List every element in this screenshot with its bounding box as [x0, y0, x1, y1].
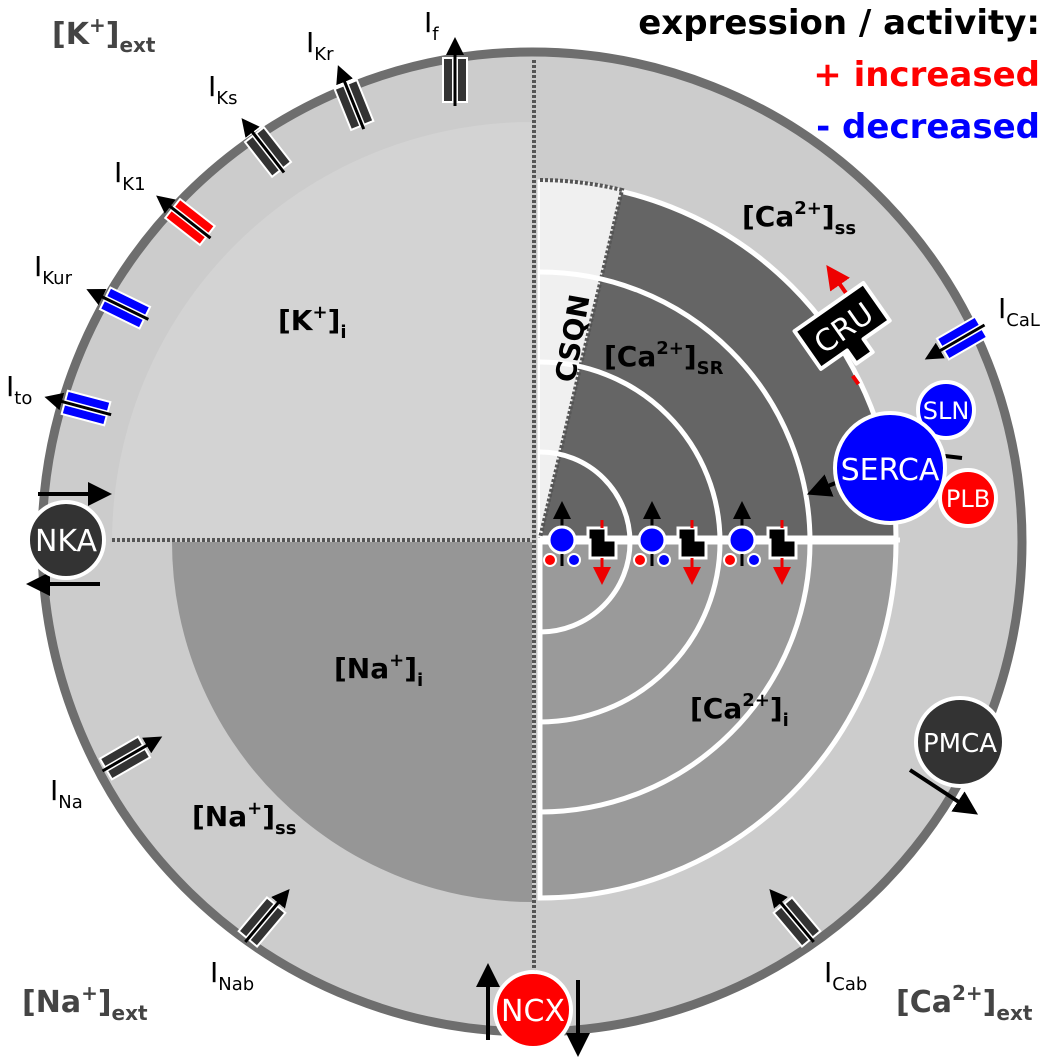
- plb-circle[interactable]: [938, 468, 998, 528]
- nka-pump[interactable]: NKA: [26, 482, 112, 596]
- na-i-label: [Na+]i: [334, 650, 423, 691]
- channel-ikur[interactable]: [86, 282, 153, 330]
- channel-ina[interactable]: [96, 731, 163, 782]
- label-icab: ICab: [824, 956, 867, 995]
- legend-increased: + increased: [813, 55, 1040, 95]
- channel-ik1[interactable]: [156, 192, 218, 248]
- label-if: If: [424, 6, 439, 45]
- label-inab: INab: [210, 956, 254, 995]
- channel-ikr[interactable]: [330, 65, 375, 134]
- label-iks: IKs: [208, 70, 237, 109]
- k-i-compartment: [112, 122, 532, 542]
- mini-transporter-2: [633, 501, 708, 585]
- ncx-label: NCX: [501, 994, 565, 1029]
- k-ext-label: [K+]ext: [52, 13, 156, 57]
- serca-complex[interactable]: SLN SERCA PLB: [806, 380, 998, 528]
- mini-transporter-1: [543, 501, 618, 585]
- sln-circle[interactable]: [916, 380, 976, 440]
- label-ikur: IKur: [34, 250, 73, 289]
- channel-iks[interactable]: [238, 118, 294, 180]
- csqn-border: [538, 178, 625, 539]
- ca-ext-label: [Ca2+]ext: [896, 981, 1033, 1025]
- plb-label: PLB: [946, 485, 990, 513]
- ca-i-label: [Ca2+]i: [690, 690, 789, 731]
- channel-ical[interactable]: [924, 315, 991, 366]
- label-ina: INa: [50, 774, 83, 813]
- serca-label: SERCA: [841, 453, 940, 488]
- na-i-compartment: [172, 542, 532, 902]
- k-i-label: [K+]i: [278, 302, 347, 343]
- channel-if[interactable]: [442, 37, 468, 106]
- ca-ss-label: [Ca2+]ss: [742, 198, 856, 239]
- na-ext-label: [Na+]ext: [22, 981, 148, 1025]
- na-ss-label: [Na+]ss: [192, 798, 296, 839]
- channel-inab[interactable]: [236, 888, 293, 949]
- pmca-pump[interactable]: PMCA: [908, 696, 1006, 815]
- legend-decreased: - decreased: [816, 107, 1040, 147]
- sln-label: SLN: [923, 397, 970, 425]
- nka-label: NKA: [35, 524, 98, 559]
- ca-sr-label: [Ca2+]SR: [604, 338, 724, 379]
- mini-transporter-3: [723, 501, 798, 585]
- serca-circle[interactable]: [833, 411, 947, 525]
- pmca-label: PMCA: [923, 729, 997, 759]
- channel-ito[interactable]: [44, 388, 114, 427]
- ncx-exchanger[interactable]: NCX: [476, 963, 590, 1057]
- label-ical: ICaL: [998, 292, 1040, 331]
- legend-title: expression / activity:: [638, 3, 1040, 43]
- ca-i-compartment: [537, 539, 899, 901]
- label-ik1: IK1: [114, 156, 146, 195]
- label-ito: Ito: [6, 370, 32, 409]
- channel-icab[interactable]: [766, 888, 823, 949]
- label-ikr: IKr: [306, 26, 334, 65]
